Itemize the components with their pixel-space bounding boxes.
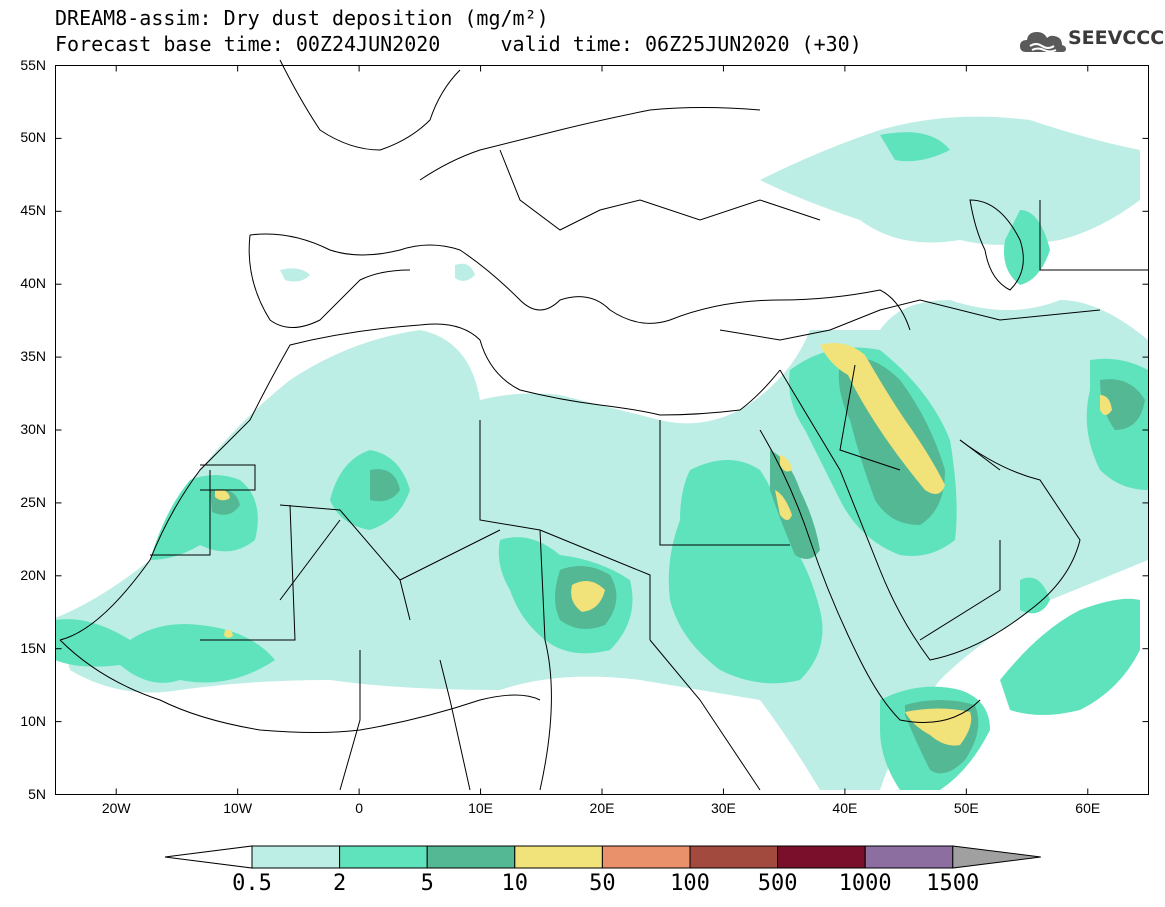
dust-band-10-50 [215, 342, 1112, 746]
colorbar-label: 1000 [838, 871, 892, 896]
seevccc-logo: SEEVCCC [1018, 24, 1164, 60]
lat-label: 35N [20, 348, 46, 365]
colorbar-label: 1500 [926, 871, 980, 896]
lon-label: 10E [468, 800, 493, 816]
cloud-icon [1020, 32, 1066, 53]
colorbar-over-triangle [952, 845, 1041, 869]
logo-text: SEEVCCC [1068, 27, 1165, 49]
lat-label: 15N [20, 639, 46, 656]
colorbar-label: 0.5 [232, 871, 272, 896]
dust-deposition-shading [55, 116, 1148, 790]
lat-label: 20N [20, 566, 46, 583]
colorbar-segment [601, 845, 691, 869]
colorbar-label: 10 [501, 871, 529, 896]
dust-band-2-5 [55, 132, 1148, 790]
lon-label: 0 [355, 800, 363, 816]
forecast-time-line: Forecast base time: 00Z24JUN2020 valid t… [55, 32, 862, 56]
lon-label: 20E [589, 800, 615, 816]
lon-label: 50E [953, 800, 979, 816]
lat-label: 40N [20, 275, 46, 292]
lon-label: 60E [1075, 800, 1101, 816]
colorbar-segment [689, 845, 779, 869]
lon-label: 30E [710, 800, 736, 816]
colorbar-segment [864, 845, 954, 869]
lat-label: 5N [28, 785, 46, 802]
lat-label: 45N [20, 202, 46, 219]
lat-label: 25N [20, 493, 46, 510]
colorbar-segment [514, 845, 603, 869]
colorbar-segment [251, 845, 341, 869]
dust-band-0.5-2 [55, 116, 1148, 790]
country-borders [59, 59, 1148, 791]
colorbar [164, 845, 1041, 869]
colorbar-label: 100 [670, 871, 710, 896]
colorbar-label: 5 [420, 871, 434, 896]
colorbar-label: 500 [757, 871, 798, 896]
colorbar-segment [426, 845, 516, 869]
lat-label: 10N [20, 712, 46, 729]
map-title: DREAM8-assim: Dry dust deposition (mg/m²… [55, 6, 549, 30]
lat-label: 55N [20, 56, 46, 73]
axis-ticks [55, 65, 1149, 795]
colorbar-under-triangle [164, 845, 253, 869]
colorbar-segment [777, 845, 866, 869]
lat-label: 30N [20, 421, 46, 437]
colorbar-label: 2 [332, 871, 347, 896]
lon-label: 20W [101, 800, 131, 816]
lon-label: 10W [223, 800, 253, 816]
colorbar-label: 50 [589, 871, 616, 896]
lat-label: 50N [20, 129, 46, 146]
lon-label: 40E [832, 800, 858, 816]
colorbar-segment [339, 845, 428, 869]
